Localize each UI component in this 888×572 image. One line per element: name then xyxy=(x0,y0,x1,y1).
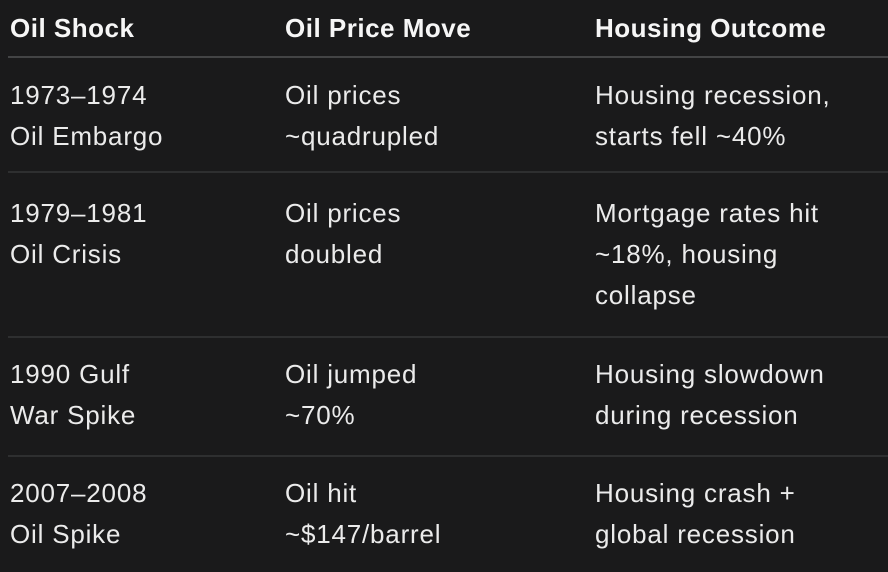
table-row-1979-oil-crisis: 1979–1981 Oil Crisis Oil prices doubled … xyxy=(0,173,888,336)
table-row-1973-oil-embargo: 1973–1974 Oil Embargo Oil prices ~quadru… xyxy=(0,58,888,171)
cell-housing-outcome: Mortgage rates hit ~18%, housing collaps… xyxy=(595,198,819,310)
row-divider xyxy=(8,455,888,457)
row-divider xyxy=(8,171,888,173)
table-row-2007-oil-spike: 2007–2008 Oil Spike Oil hit ~$147/barrel… xyxy=(0,457,888,570)
cell-oil-shock: 2007–2008 Oil Spike xyxy=(10,478,148,549)
cell-oil-shock: 1990 Gulf War Spike xyxy=(10,359,137,430)
column-header-oil-price-move: Oil Price Move xyxy=(285,13,472,43)
cell-housing-outcome: Housing slowdown during recession xyxy=(595,359,825,430)
row-divider xyxy=(8,336,888,338)
cell-oil-price-move: Oil jumped ~70% xyxy=(285,359,418,430)
cell-housing-outcome: Housing recession, starts fell ~40% xyxy=(595,80,831,151)
cell-oil-price-move: Oil hit ~$147/barrel xyxy=(285,478,442,549)
header-divider xyxy=(8,56,888,58)
cell-oil-price-move: Oil prices doubled xyxy=(285,198,402,269)
cell-housing-outcome: Housing crash + global recession xyxy=(595,478,796,549)
column-header-oil-shock: Oil Shock xyxy=(10,13,135,43)
cell-oil-shock: 1979–1981 Oil Crisis xyxy=(10,198,148,269)
cell-oil-shock: 1973–1974 Oil Embargo xyxy=(10,80,164,151)
table-header-row: Oil Shock Oil Price Move Housing Outcome xyxy=(0,0,888,56)
cell-oil-price-move: Oil prices ~quadrupled xyxy=(285,80,440,151)
column-header-housing-outcome: Housing Outcome xyxy=(595,13,827,43)
table-row-1990-gulf-war-spike: 1990 Gulf War Spike Oil jumped ~70% Hous… xyxy=(0,338,888,455)
